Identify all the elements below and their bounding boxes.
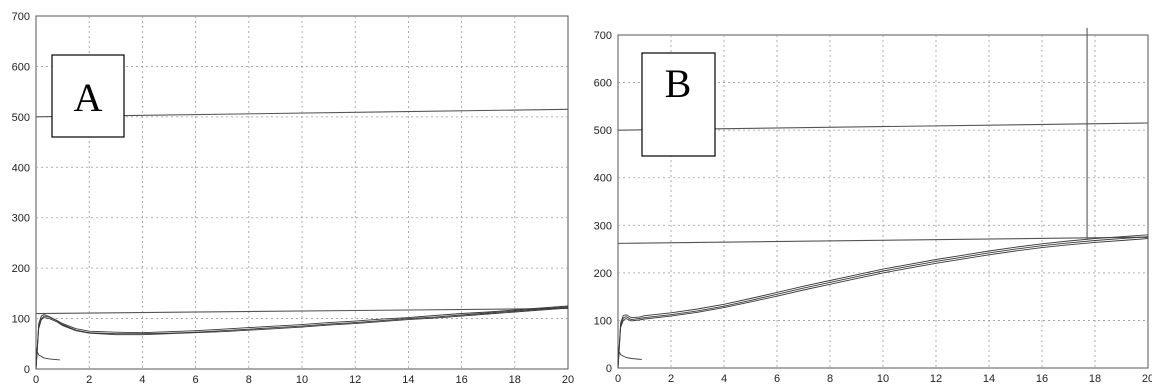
chart-a-x-tick-label: 16 [455,374,467,386]
chart-b-x-tick-label: 8 [827,373,833,385]
chart-b-x-tick-label: 6 [774,373,780,385]
chart-b-x-tick-label: 12 [930,373,942,385]
chart-b-y-tick-label: 400 [594,173,612,185]
chart-a-x-tick-label: 14 [402,374,414,386]
chart-b-svg: 0 2 4 6 8 10 12 14 16 18 200100200300400500600700 … [594,27,1152,385]
panel-b-label-box [641,52,716,157]
chart-a-x-tick-label: 2 [86,374,92,386]
chart-a-x-tick-label: 4 [139,374,145,386]
chart-a-x-tick-label: 20 [562,374,574,386]
chart-b-y-tick-label: 0 [606,363,612,375]
chart-panel-a: 0 2 4 6 8 10 12 14 16 18 20 0 100 200 300 400 500 600 700 … [0,0,576,387]
chart-a-x-tick-label: 12 [349,374,361,386]
chart-b-x-tick-label: 18 [1089,373,1101,385]
chart-a-x-tick-label: 10 [296,374,308,386]
chart-b-x-tick-label: 0 [615,373,621,385]
chart-b-series-line-1 [617,236,1149,369]
chart-a-x-tick-label: 6 [193,374,199,386]
chart-b-y-tick-label: 200 [594,268,612,280]
chart-b-x-tick-label: 20 [1142,373,1152,385]
chart-b-series-line-2 [617,234,1149,369]
chart-a-y-tick-label: 100 [12,314,30,326]
chart-a-y-tick-label: 300 [12,213,30,225]
chart-b-series-line-3 [617,238,1149,369]
chart-panel-b: 0 2 4 6 8 10 12 14 16 18 20 0 100 200 300 400 500 600 700 … [576,0,1152,387]
chart-b-x-tick-label: 4 [721,373,727,385]
chart-a-reference-line-2 [35,108,569,118]
chart-a-x-tick-label: 8 [246,374,252,386]
chart-b-x-tick-label: 10 [877,373,889,385]
chart-a-y-tick-label: 0 [24,364,30,376]
chart-b-y-tick-label: 700 [594,30,612,42]
chart-a-x-tick-label: 18 [509,374,521,386]
chart-b-x-tick-label: 16 [1036,373,1048,385]
chart-b-y-tick-label: 600 [594,78,612,90]
chart-a-y-tick-label: 600 [12,61,30,73]
chart-a-x-tick-label: 0 [33,374,39,386]
chart-b-y-tick-label: 300 [594,220,612,232]
chart-a-y-tick-label: 500 [12,112,30,124]
panel-b-label: B [665,61,692,106]
chart-b-reference-line-1 [617,236,1149,244]
chart-b-x-tick-label: 2 [668,373,674,385]
chart-a-series-line-2 [35,305,569,370]
chart-a-svg: 0 2 4 6 8 10 12 14 16 18 200100200300400500600700 … [12,11,574,386]
chart-a-series-line-4 [35,348,60,361]
chart-a-series-line-3 [35,307,569,370]
chart-a-y-tick-label: 700 [12,11,30,23]
chart-a-y-tick-label: 200 [12,263,30,275]
chart-b-y-tick-label: 100 [594,315,612,327]
chart-b-y-tick-label: 500 [594,125,612,137]
panel-a-label-box [51,54,125,138]
chart-b-series-line-4 [617,348,642,360]
panel-a-label: A [74,75,103,120]
chart-b-x-tick-label: 14 [983,373,995,385]
chart-a-y-tick-label: 400 [12,162,30,174]
chart-a-reference-line-1 [35,307,569,315]
